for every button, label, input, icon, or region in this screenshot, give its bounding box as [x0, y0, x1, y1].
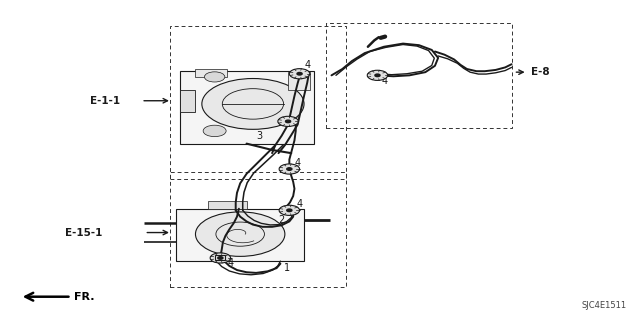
Circle shape — [202, 78, 304, 129]
Circle shape — [195, 212, 285, 256]
Text: 4: 4 — [382, 76, 388, 86]
Text: 3: 3 — [256, 131, 262, 141]
Text: 4: 4 — [296, 199, 303, 209]
Text: 1: 1 — [284, 263, 290, 273]
Circle shape — [297, 72, 302, 75]
Text: E-8: E-8 — [531, 67, 549, 77]
Circle shape — [279, 164, 300, 174]
Circle shape — [287, 209, 292, 211]
Bar — [179, 90, 195, 112]
Circle shape — [203, 125, 226, 137]
Bar — [208, 201, 246, 209]
Text: 4: 4 — [293, 110, 300, 120]
Bar — [195, 69, 227, 77]
Text: SJC4E1511: SJC4E1511 — [581, 301, 627, 310]
Circle shape — [279, 205, 300, 215]
Text: 4: 4 — [294, 158, 301, 168]
Circle shape — [367, 70, 388, 80]
Circle shape — [278, 116, 298, 126]
Circle shape — [375, 74, 380, 77]
Text: FR.: FR. — [26, 292, 95, 302]
Text: E-1-1: E-1-1 — [90, 96, 120, 106]
Bar — [176, 209, 304, 261]
Bar — [179, 70, 314, 144]
Text: 4: 4 — [227, 258, 234, 268]
Circle shape — [210, 253, 230, 263]
Bar — [326, 23, 511, 128]
Text: E-15-1: E-15-1 — [65, 227, 102, 238]
Circle shape — [289, 69, 310, 79]
Circle shape — [285, 120, 291, 123]
Circle shape — [218, 257, 223, 259]
Bar — [170, 26, 346, 179]
Text: 4: 4 — [305, 60, 311, 70]
Text: 2: 2 — [278, 215, 284, 226]
Bar — [170, 172, 346, 286]
Circle shape — [287, 168, 292, 170]
Bar — [288, 72, 310, 90]
Bar — [215, 255, 225, 260]
Circle shape — [204, 72, 225, 82]
